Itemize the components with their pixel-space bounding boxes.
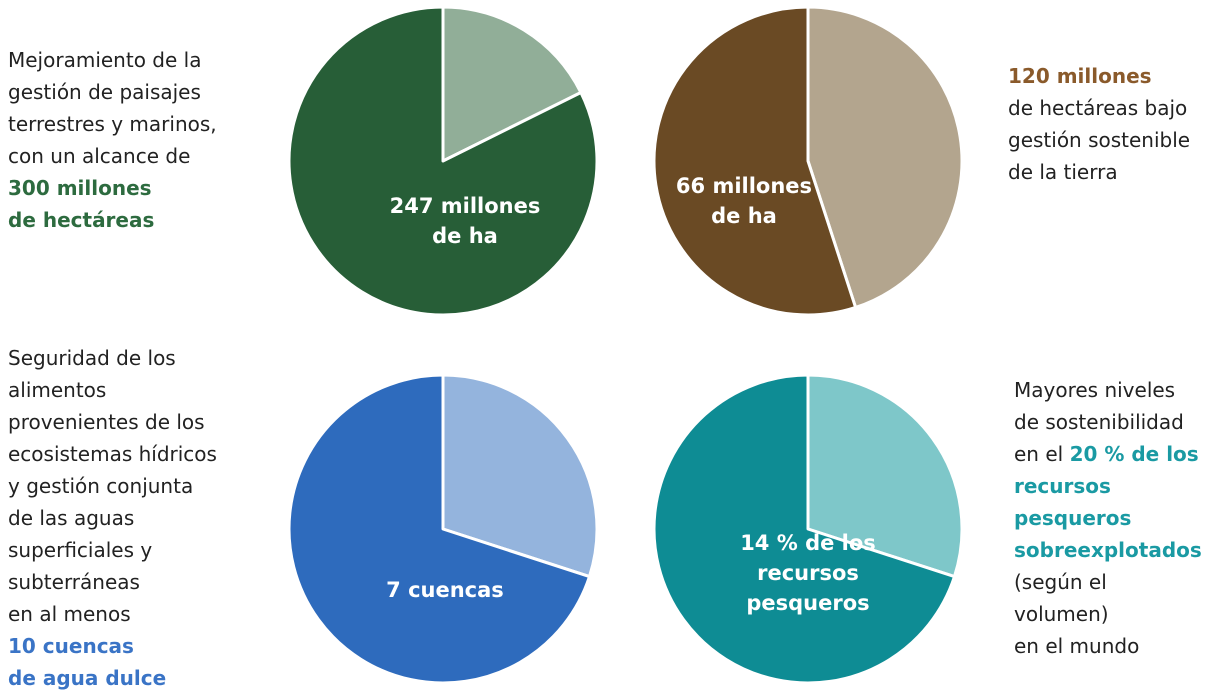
pie-chart-water-basins: 7 cuencas: [287, 373, 599, 685]
pie-slice-label: 7 cuencas: [386, 578, 504, 602]
caption-land-management: 120 millones de hectáreas bajo gestión s…: [1008, 60, 1190, 188]
pie-slice-remaining: [441, 373, 599, 579]
caption-line: ecosistemas hídricos: [8, 442, 217, 466]
caption-line-mixed: en el 20 % de los: [1014, 438, 1202, 470]
caption-line: Mayores niveles: [1014, 378, 1176, 402]
caption-highlight: 300 millones: [8, 176, 152, 200]
pie-slice-remaining: [806, 373, 964, 579]
caption-line: subterráneas: [8, 570, 140, 594]
pie-slice-remaining: [806, 5, 964, 309]
caption-line: en al menos: [8, 602, 131, 626]
pie-chart-fisheries: 14 % de los recursos pesqueros: [652, 373, 964, 685]
caption-line: Seguridad de los: [8, 346, 176, 370]
caption-line: con un alcance de: [8, 144, 191, 168]
caption-fisheries: Mayores niveles de sostenibilidad en el …: [1014, 374, 1202, 662]
caption-line: gestión de paisajes: [8, 80, 201, 104]
pie-label-line: de ha: [432, 224, 498, 248]
pie-slice-remaining: [441, 5, 583, 163]
caption-highlight: 10 cuencas: [8, 634, 134, 658]
caption-line: Mejoramiento de la: [8, 48, 202, 72]
caption-highlight: de agua dulce: [8, 666, 167, 690]
caption-highlight: 120 millones: [1008, 64, 1152, 88]
pie-label-line: 66 millones: [676, 174, 812, 198]
pie-label-line: pesqueros: [746, 591, 869, 615]
pie-slice-main: [287, 5, 599, 317]
caption-line: alimentos: [8, 378, 107, 402]
caption-highlight: de hectáreas: [8, 208, 155, 232]
caption-highlight: pesqueros: [1014, 506, 1132, 530]
caption-line: de las aguas: [8, 506, 135, 530]
caption-line: provenientes de los: [8, 410, 205, 434]
caption-highlight: sobreexplotados: [1014, 538, 1202, 562]
pie-slice-label: 14 % de los recursos pesqueros: [740, 531, 876, 615]
pie-label-line: 7 cuencas: [386, 578, 504, 602]
pie-chart-landscapes: 247 millones de ha: [287, 5, 599, 317]
caption-highlight: recursos: [1014, 474, 1111, 498]
caption-text: en el: [1014, 442, 1070, 466]
pie-label-line: 14 % de los: [740, 531, 876, 555]
caption-water-basins: Seguridad de los alimentos provenientes …: [8, 342, 217, 694]
caption-line: superficiales y: [8, 538, 153, 562]
caption-line: de hectáreas bajo: [1008, 96, 1188, 120]
pie-slice-label: 66 millones de ha: [676, 174, 812, 228]
pie-slice-label: 247 millones de ha: [390, 194, 541, 248]
caption-landscapes: Mejoramiento de la gestión de paisajes t…: [8, 44, 217, 236]
caption-line: de sostenibilidad: [1014, 410, 1184, 434]
pie-label-line: 247 millones: [390, 194, 541, 218]
caption-line: volumen): [1014, 602, 1109, 626]
pie-chart-land-management: 66 millones de ha: [652, 5, 964, 317]
caption-line: y gestión conjunta: [8, 474, 194, 498]
caption-line: terrestres y marinos,: [8, 112, 217, 136]
pie-label-line: recursos: [757, 561, 859, 585]
caption-line: de la tierra: [1008, 160, 1118, 184]
caption-line: en el mundo: [1014, 634, 1140, 658]
pie-label-line: de ha: [711, 204, 777, 228]
pie-slice-main: [652, 373, 956, 685]
caption-line: (según el: [1014, 570, 1107, 594]
pie-slice-main: [287, 373, 591, 685]
caption-highlight: 20 % de los: [1069, 442, 1199, 466]
caption-line: gestión sostenible: [1008, 128, 1191, 152]
pie-slice-main: [652, 5, 858, 317]
